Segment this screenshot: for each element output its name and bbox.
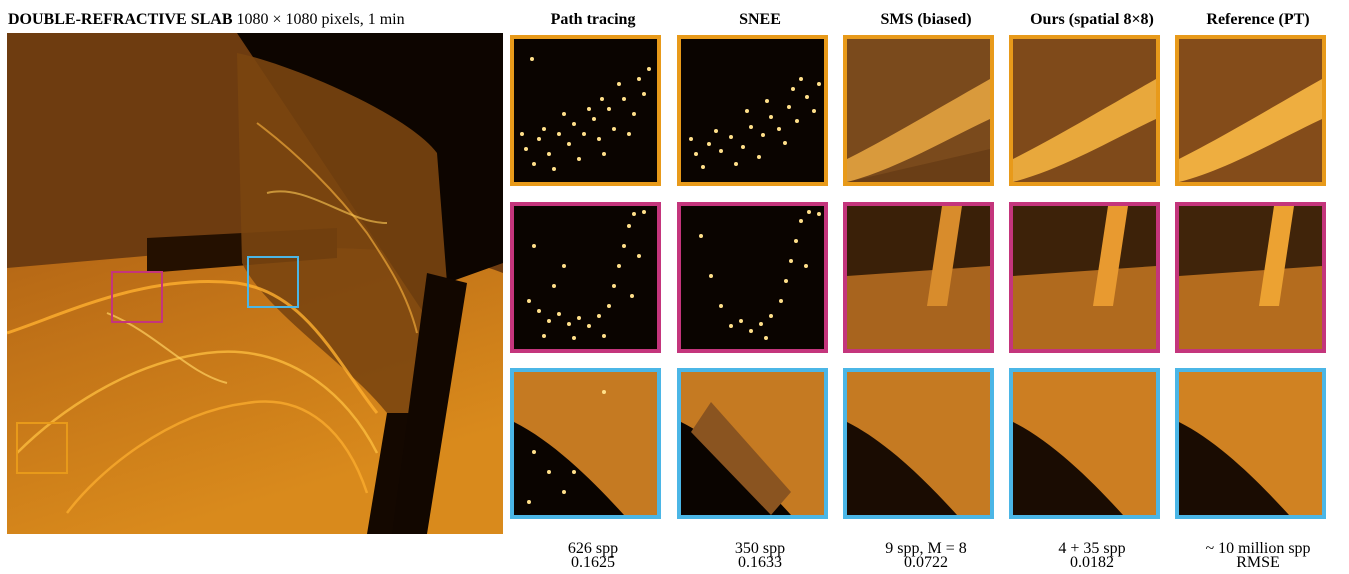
crop-cyan-snee [677, 368, 828, 519]
scene-info: 1080 × 1080 pixels, 1 min [236, 11, 405, 28]
column-header-path-tracing: Path tracing [550, 11, 636, 28]
footer-path-tracing-rmse: 0.1625 [571, 554, 615, 571]
crop-orange-sms [843, 35, 994, 186]
crop-cyan-path-tracing [510, 368, 661, 519]
footer-path-tracing-spp: 626 spp [567, 540, 619, 557]
footer-reference-spp: ~ 10 million spp [1205, 540, 1311, 557]
footer-snee-spp: 350 spp [734, 540, 786, 557]
column-header-snee: SNEE [739, 11, 781, 28]
crop-orange-ours [1009, 35, 1160, 186]
crop-orange-reference [1175, 35, 1326, 186]
column-header-sms: SMS (biased) [880, 11, 972, 28]
crop-cyan-sms [843, 368, 994, 519]
footer-reference-label: RMSE [1236, 554, 1280, 571]
crop-magenta-ours [1009, 202, 1160, 353]
crop-magenta-sms [843, 202, 994, 353]
magenta-crop-marker [111, 271, 163, 323]
crop-magenta-reference [1175, 202, 1326, 353]
footer-snee-rmse: 0.1633 [738, 554, 782, 571]
cyan-crop-marker [247, 256, 299, 308]
column-header-reference: Reference (PT) [1206, 11, 1310, 28]
crop-magenta-snee [677, 202, 828, 353]
footer-ours-rmse: 0.0182 [1070, 554, 1114, 571]
figure-title: DOUBLE-REFRACTIVE SLAB 1080 × 1080 pixel… [8, 11, 405, 29]
crop-cyan-ours [1009, 368, 1160, 519]
scene-name: DOUBLE-REFRACTIVE SLAB [8, 11, 233, 28]
footer-sms-spp: 9 spp, M = 8 [885, 540, 967, 557]
footer-ours-spp: 4 + 35 spp [1058, 540, 1126, 557]
main-render-image [7, 33, 503, 534]
column-header-ours: Ours (spatial 8×8) [1030, 11, 1154, 28]
crop-orange-path-tracing [510, 35, 661, 186]
orange-crop-marker [16, 422, 68, 474]
footer-sms-rmse: 0.0722 [904, 554, 948, 571]
crop-cyan-reference [1175, 368, 1326, 519]
crop-orange-snee [677, 35, 828, 186]
crop-magenta-path-tracing [510, 202, 661, 353]
